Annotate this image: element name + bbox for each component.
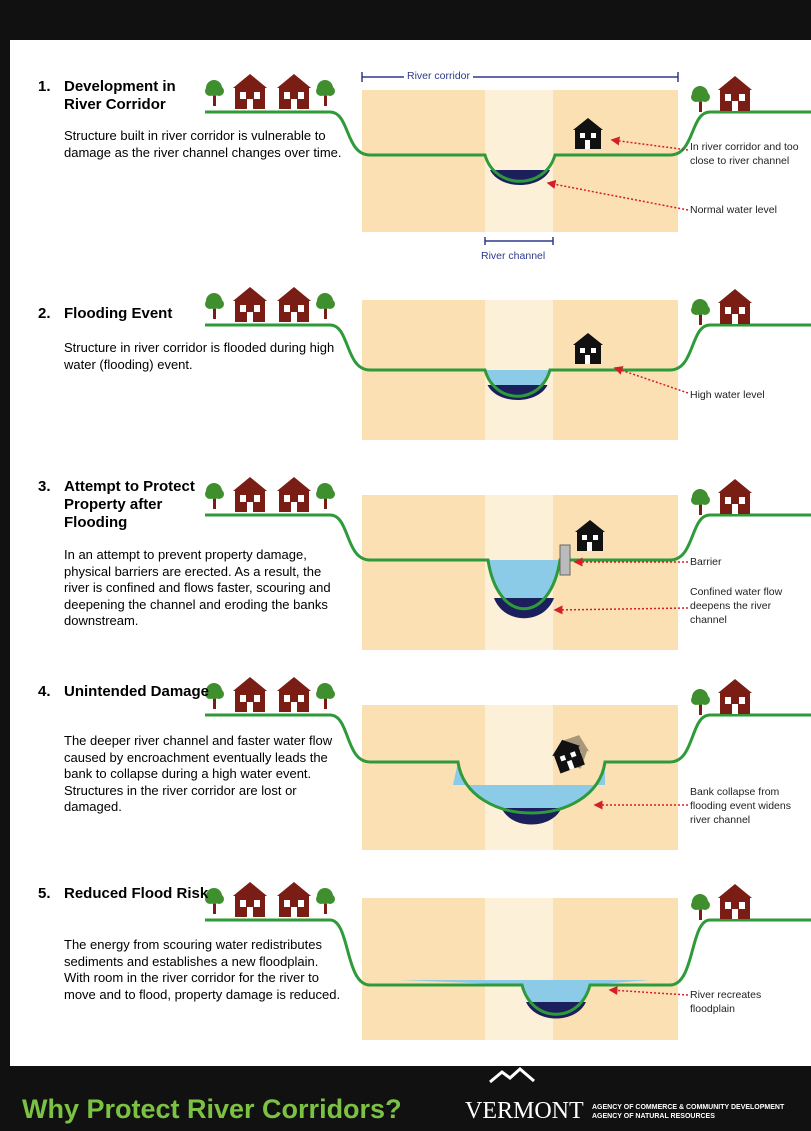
left-house [233, 287, 267, 322]
right-house [718, 479, 752, 514]
callout: Bank collapse from flooding event widens… [690, 785, 808, 827]
left-house [277, 287, 311, 322]
left-house [277, 74, 311, 109]
section-body: In an attempt to prevent property damage… [64, 547, 344, 630]
left-house [233, 74, 267, 109]
left-house [277, 477, 311, 512]
left-tree [316, 888, 335, 914]
right-house [718, 289, 752, 324]
section-number: 3. [38, 478, 51, 495]
corridor-label: River corridor [404, 70, 473, 82]
infographic: River corridor River channel In river co… [0, 0, 811, 1131]
left-border [0, 0, 10, 1131]
section-body: The deeper river channel and faster wate… [64, 733, 344, 816]
channel-area [485, 898, 553, 1040]
right-tree [691, 489, 710, 515]
left-house [233, 477, 267, 512]
logo-text: VERMONT [465, 1098, 584, 1125]
footer-title: Why Protect River Corridors? [22, 1094, 402, 1125]
section-number: 2. [38, 305, 51, 322]
right-tree [691, 86, 710, 112]
left-house [233, 882, 267, 917]
left-house [277, 882, 311, 917]
section-body: Structure in river corridor is flooded d… [64, 340, 344, 373]
callout: High water level [690, 388, 808, 402]
section-title: Flooding Event [64, 305, 214, 323]
right-tree [691, 689, 710, 715]
channel-area [485, 90, 553, 232]
section-title: Unintended Damage [64, 683, 214, 701]
channel-label: River channel [478, 250, 548, 262]
section-number: 5. [38, 885, 51, 902]
section-title: Attempt to Protect Property after Floodi… [64, 478, 214, 532]
section-title: Development in River Corridor [64, 78, 214, 114]
callout: Barrier [690, 555, 808, 569]
callout: Confined water flow deepens the river ch… [690, 585, 808, 627]
left-tree [316, 293, 335, 319]
section-title: Reduced Flood Risk [64, 885, 214, 903]
right-tree [691, 299, 710, 325]
section-number: 1. [38, 78, 51, 95]
callout: Normal water level [690, 203, 808, 217]
left-house [277, 677, 311, 712]
top-bar [0, 0, 811, 40]
section-number: 4. [38, 683, 51, 700]
barrier [560, 545, 570, 575]
callout: In river corridor and too close to river… [690, 140, 808, 168]
right-tree [691, 894, 710, 920]
left-tree [316, 683, 335, 709]
agency: AGENCY OF COMMERCE & COMMUNITY DEVELOPME… [592, 1104, 784, 1111]
section-body: Structure built in river corridor is vul… [64, 128, 344, 161]
channel-area [485, 705, 553, 850]
agency: AGENCY OF NATURAL RESOURCES [592, 1113, 715, 1120]
right-house [718, 679, 752, 714]
left-tree [316, 80, 335, 106]
right-house [718, 76, 752, 111]
left-tree [316, 483, 335, 509]
left-house [233, 677, 267, 712]
callout: River recreates floodplain [690, 988, 808, 1016]
right-house [718, 884, 752, 919]
section-body: The energy from scouring water redistrib… [64, 937, 344, 1003]
